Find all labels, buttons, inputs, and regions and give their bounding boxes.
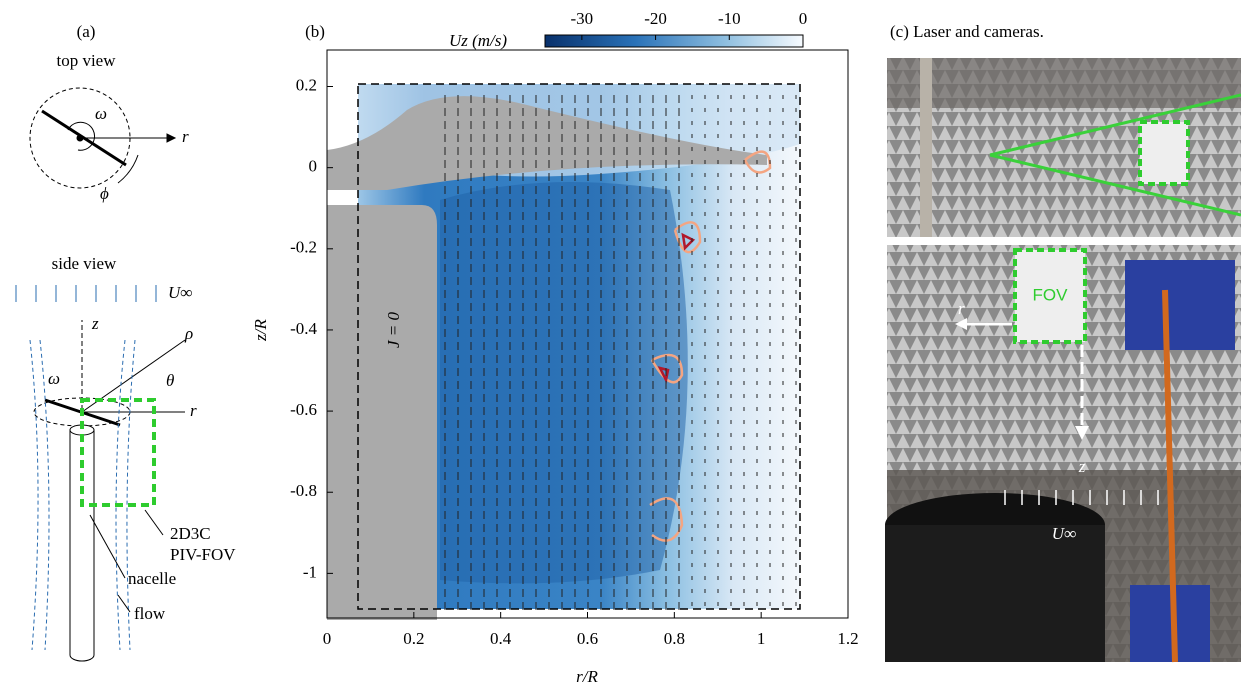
x-axis-label: r/R [576,667,598,686]
y-tick-label: -1 [303,562,317,581]
fov-box [357,83,801,610]
y-tick-label: -0.4 [290,319,317,338]
colorbar-tick-label: -20 [644,9,667,28]
panel-b: (b) Uz (m/s) J = 0 r/R z/R 0 0.2 0.4 0.6 0.8… [251,9,859,686]
annotation: J = 0 [384,311,403,348]
panel-label: (a) [77,22,96,41]
symbol: r [182,127,189,146]
colorbar-tick-label: -10 [718,9,741,28]
nacelle [327,205,437,620]
symbol: θ [166,371,174,390]
label: FOV [1033,285,1069,304]
symbol: ω [48,369,60,388]
arrow [117,154,139,184]
x-tick-label: 0.6 [577,629,598,648]
symbol: r [958,299,965,318]
arrow [67,121,96,151]
y-tick-label: -0.2 [290,238,317,257]
symbol: z [91,314,99,333]
y-tick-label: 0 [309,157,318,176]
panel-c: (c) Laser and cameras. FOV r z U∞ [885,22,1241,663]
label: nacelle [128,569,176,588]
x-tick-label: 1.2 [837,629,858,648]
fov-box [80,398,156,507]
x-tick-label: 0.8 [664,629,685,648]
symbol: ϕ [100,184,109,203]
y-tick-label: -0.8 [290,481,317,500]
label: PIV-FOV [170,545,236,564]
symbol: U∞ [168,283,192,302]
panel-label: (c) Laser and cameras. [890,22,1044,41]
nacelle [69,429,95,662]
y-tick-label: 0.2 [296,75,317,94]
symbol: r [190,401,197,420]
x-tick-label: 0.2 [403,629,424,648]
colorbar [544,34,804,48]
label: 2D3C [170,524,211,543]
y-axis-label: z/R [251,319,270,342]
blade [327,96,767,190]
symbol: ω [95,104,107,123]
symbol: U∞ [1052,524,1076,543]
x-tick-label: 0 [323,629,332,648]
x-tick-label: 0.4 [490,629,512,648]
symbol: z [1078,457,1086,476]
symbol: ρ [184,324,193,343]
panel-label: (b) [305,22,325,41]
label: flow [134,604,166,623]
label: side view [52,254,117,273]
colorbar-tick-label: 0 [799,9,808,28]
colorbar-label: Uz (m/s) [449,31,507,50]
y-tick-label: -0.6 [290,400,317,419]
panel-a: (a) top view ω r ϕ side view U∞ z ρ r ω … [15,22,236,662]
colorbar-tick-label: -30 [571,9,594,28]
x-tick-label: 1 [757,629,766,648]
label: top view [56,51,116,70]
